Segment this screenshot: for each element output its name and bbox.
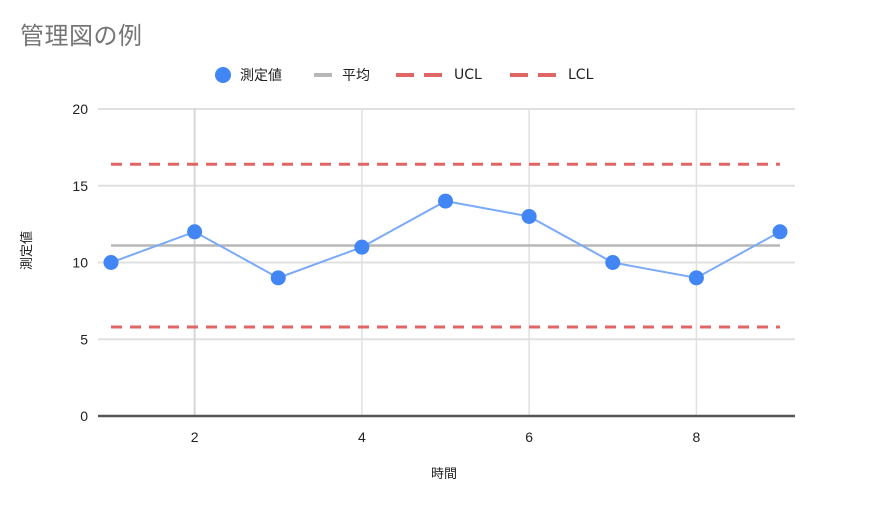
x-axis-label: 時間 <box>430 467 457 482</box>
x-tick-label: 2 <box>191 429 199 445</box>
data-point <box>103 255 119 270</box>
legend-item-mean[interactable]: 平均 <box>314 63 370 87</box>
y-tick-label: 5 <box>80 331 88 347</box>
y-tick-label: 20 <box>72 101 88 117</box>
legend-label: LCL <box>568 67 594 83</box>
y-tick-label: 0 <box>80 408 88 424</box>
legend-label: UCL <box>454 67 482 83</box>
y-axis-label: 測定値 <box>20 230 35 270</box>
data-point <box>187 224 203 240</box>
y-tick-label: 15 <box>72 178 88 194</box>
legend-item-ucl[interactable]: UCL <box>396 63 482 87</box>
data-point <box>521 208 537 224</box>
solid-line-icon <box>314 73 332 77</box>
legend-item-measured[interactable]: 測定値 <box>214 63 282 87</box>
measured-line <box>110 200 781 279</box>
y-tick-label: 10 <box>72 255 88 271</box>
data-point <box>270 270 286 286</box>
dashed-line-icon <box>396 73 442 77</box>
data-point <box>772 224 788 240</box>
x-tick-label: 6 <box>525 429 533 445</box>
x-tick-label: 4 <box>358 429 366 445</box>
legend: 測定値 平均 UCL LCL <box>0 63 872 87</box>
data-point <box>688 270 704 286</box>
legend-label: 平均 <box>342 68 370 84</box>
legend-item-lcl[interactable]: LCL <box>510 63 593 87</box>
data-point <box>605 255 621 270</box>
data-point <box>354 239 370 255</box>
dashed-line-icon <box>510 73 556 77</box>
chart-title: 管理図の例 <box>20 22 143 50</box>
x-tick-label: 8 <box>692 429 700 445</box>
legend-label: 測定値 <box>240 68 282 84</box>
circle-marker-icon <box>215 67 231 83</box>
data-point <box>438 193 453 209</box>
